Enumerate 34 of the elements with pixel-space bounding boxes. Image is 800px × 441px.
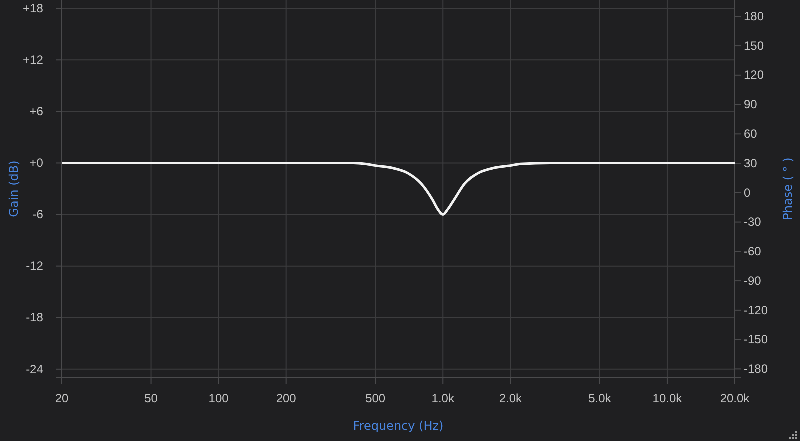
y2-tick-label: 90 xyxy=(744,98,758,112)
x-tick-label: 2.0k xyxy=(499,392,524,406)
y-axis-title: Gain (dB) xyxy=(7,160,21,218)
y2-tick-label: -30 xyxy=(744,215,762,230)
x-tick-label: 500 xyxy=(366,392,386,406)
y2-axis-title: Phase ( ° ) xyxy=(781,158,795,220)
y2-tick-label: 60 xyxy=(744,127,758,141)
y-tick-label: +12 xyxy=(23,52,44,67)
y-tick-label: +18 xyxy=(23,1,44,16)
y2-tick-label: 30 xyxy=(744,156,758,170)
y2-tick-label: -60 xyxy=(744,244,762,259)
y-tick-label: +0 xyxy=(30,156,44,170)
y-tick-label: -24 xyxy=(26,362,44,376)
y2-tick-label: 180 xyxy=(744,9,764,24)
x-tick-label: 1.0k xyxy=(432,392,456,406)
x-tick-label: 50 xyxy=(144,392,158,406)
y-tick-label: -12 xyxy=(26,259,44,274)
y2-tick-label: -120 xyxy=(744,303,768,318)
y2-tick-label: -150 xyxy=(744,332,768,347)
y2-tick-label: -180 xyxy=(744,362,768,376)
y2-tick-label: 120 xyxy=(744,68,764,82)
x-tick-label: 10.0k xyxy=(652,392,684,406)
y-tick-label: -6 xyxy=(32,208,44,222)
y2-tick-label: 150 xyxy=(744,38,764,53)
y2-tick-label: 0 xyxy=(744,186,751,200)
x-axis-title: Frequency (Hz) xyxy=(353,419,444,433)
y2-tick-label: -90 xyxy=(744,274,762,288)
x-tick-label: 20 xyxy=(55,392,69,406)
x-tick-label: 100 xyxy=(208,392,230,406)
x-tick-label: 5.0k xyxy=(588,392,612,406)
x-tick-label: 20.0k xyxy=(720,392,751,406)
y-tick-label: -18 xyxy=(26,310,44,325)
x-tick-label: 200 xyxy=(276,392,297,406)
y-tick-label: +6 xyxy=(30,104,44,119)
